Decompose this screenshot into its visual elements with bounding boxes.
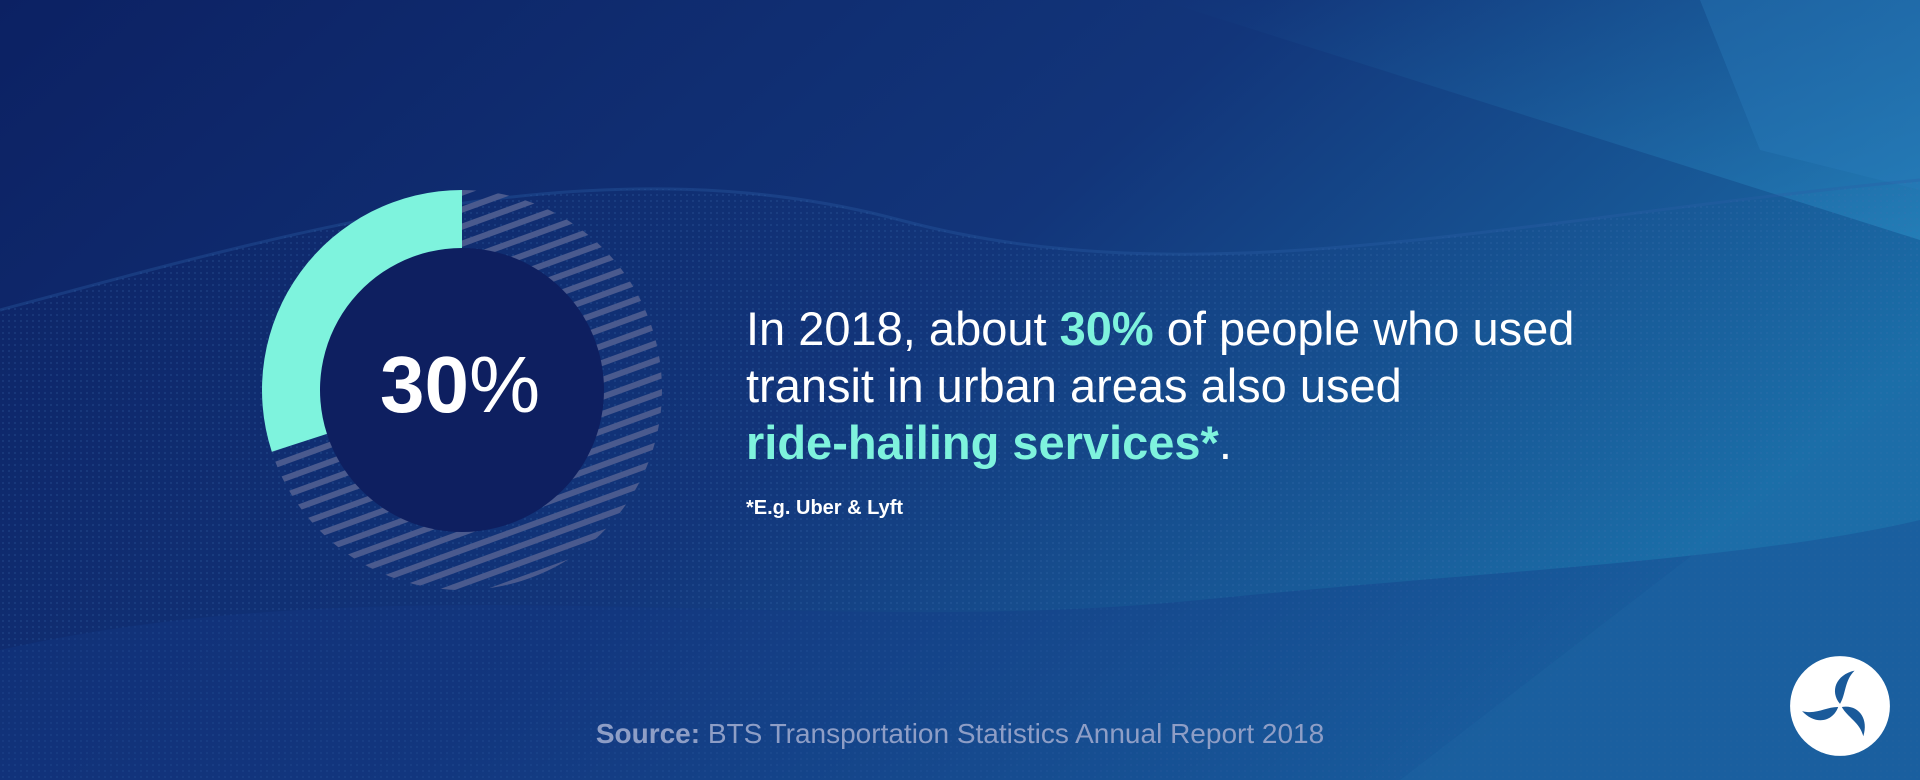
statement-text-2: of people who used bbox=[1153, 302, 1575, 355]
statement-line-3: ride-hailing services*. bbox=[746, 414, 1646, 471]
statement-highlight-percent: 30% bbox=[1059, 302, 1154, 355]
donut-value-number: 30 bbox=[380, 340, 469, 429]
donut-center bbox=[320, 248, 604, 532]
donut-value-label: 30% bbox=[380, 345, 560, 425]
donut-value-slice bbox=[261, 190, 462, 452]
source-text: BTS Transportation Statistics Annual Rep… bbox=[700, 718, 1325, 749]
footnote: *E.g. Uber & Lyft bbox=[746, 497, 904, 519]
bts-triskelion-logo-icon bbox=[1790, 656, 1890, 756]
source-citation: Source: BTS Transportation Statistics An… bbox=[0, 718, 1920, 750]
donut-value-symbol: % bbox=[468, 340, 541, 429]
statement-line-2: transit in urban areas also used bbox=[746, 359, 1402, 412]
statement-highlight-service: ride-hailing services* bbox=[746, 416, 1219, 469]
statement-text-1: In 2018, about bbox=[746, 302, 1060, 355]
headline-statement: In 2018, about 30% of people who used tr… bbox=[746, 300, 1646, 471]
statement-line-1: In 2018, about 30% of people who used bbox=[746, 300, 1646, 357]
source-label: Source: bbox=[595, 718, 701, 749]
statement-end: . bbox=[1218, 416, 1232, 469]
